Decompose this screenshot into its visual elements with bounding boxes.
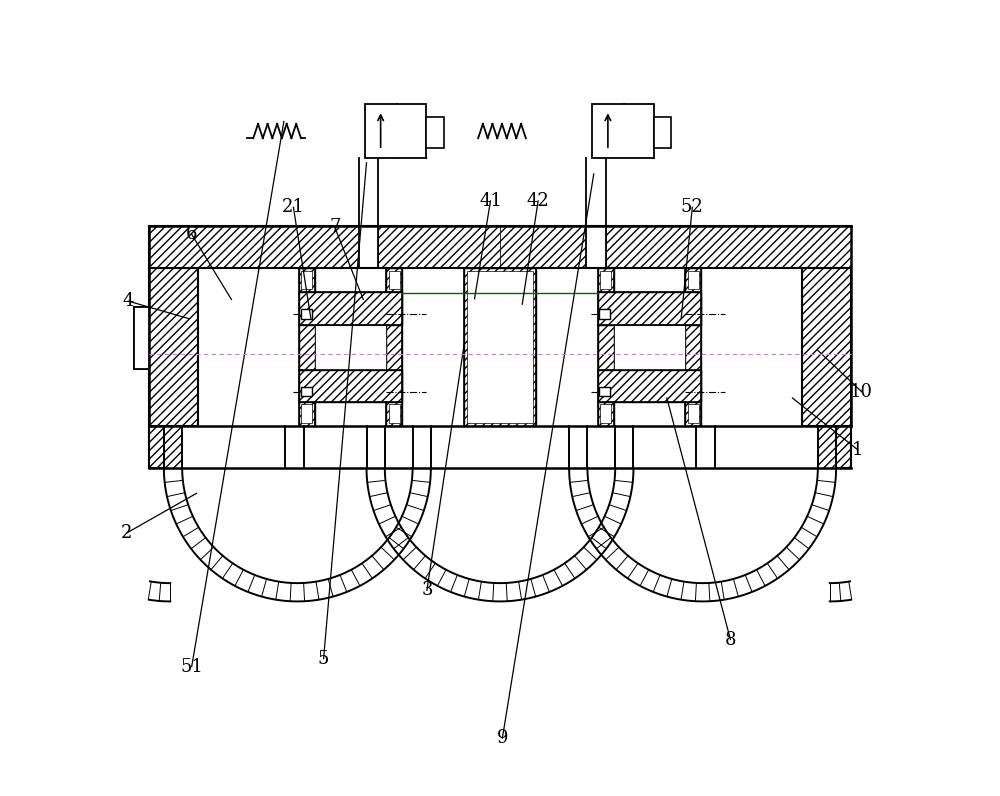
Bar: [592, 104, 654, 158]
Text: 42: 42: [527, 192, 550, 210]
Bar: [600, 271, 611, 289]
Bar: [386, 268, 402, 426]
Bar: [599, 387, 610, 396]
Bar: [464, 268, 536, 426]
Bar: [149, 426, 851, 468]
Bar: [654, 117, 671, 149]
Bar: [149, 225, 359, 268]
Bar: [500, 225, 586, 268]
Bar: [299, 370, 402, 402]
Bar: [389, 404, 400, 423]
Bar: [378, 225, 500, 268]
Text: 5: 5: [318, 650, 329, 668]
Bar: [164, 426, 182, 468]
Bar: [600, 404, 611, 423]
Text: 10: 10: [850, 383, 873, 400]
Bar: [606, 225, 851, 268]
Text: 8: 8: [725, 630, 736, 649]
Bar: [315, 325, 386, 370]
Text: 1: 1: [852, 441, 863, 458]
Bar: [569, 426, 587, 468]
Bar: [586, 225, 606, 268]
Bar: [685, 268, 701, 426]
Bar: [301, 404, 312, 423]
Bar: [182, 426, 413, 468]
Text: 6: 6: [186, 225, 197, 244]
Bar: [599, 309, 610, 318]
Bar: [149, 225, 851, 268]
Bar: [426, 117, 444, 149]
Bar: [365, 104, 426, 158]
Bar: [688, 271, 699, 289]
Bar: [598, 291, 701, 325]
Bar: [688, 404, 699, 423]
Bar: [385, 426, 615, 468]
Text: 9: 9: [497, 729, 508, 747]
Bar: [696, 426, 715, 468]
Bar: [301, 387, 312, 396]
Bar: [614, 325, 685, 370]
Bar: [818, 426, 836, 468]
Bar: [598, 268, 614, 426]
Text: 21: 21: [282, 198, 305, 217]
Bar: [467, 271, 533, 423]
Bar: [615, 426, 633, 468]
Bar: [359, 225, 378, 268]
Bar: [301, 271, 312, 289]
Bar: [389, 271, 400, 289]
Bar: [587, 426, 818, 468]
Text: 7: 7: [329, 218, 340, 236]
Bar: [134, 307, 149, 369]
Bar: [285, 426, 304, 468]
Bar: [802, 268, 851, 426]
Bar: [598, 370, 701, 402]
Bar: [299, 268, 315, 426]
Text: 3: 3: [421, 581, 433, 599]
Text: 4: 4: [122, 292, 134, 310]
Bar: [149, 268, 198, 426]
Text: 41: 41: [479, 192, 502, 210]
Bar: [367, 426, 385, 468]
Text: 51: 51: [180, 657, 203, 676]
Bar: [413, 426, 431, 468]
Text: 52: 52: [681, 198, 704, 217]
Bar: [198, 268, 802, 426]
Text: 2: 2: [121, 524, 132, 542]
Bar: [301, 309, 312, 318]
Bar: [299, 291, 402, 325]
